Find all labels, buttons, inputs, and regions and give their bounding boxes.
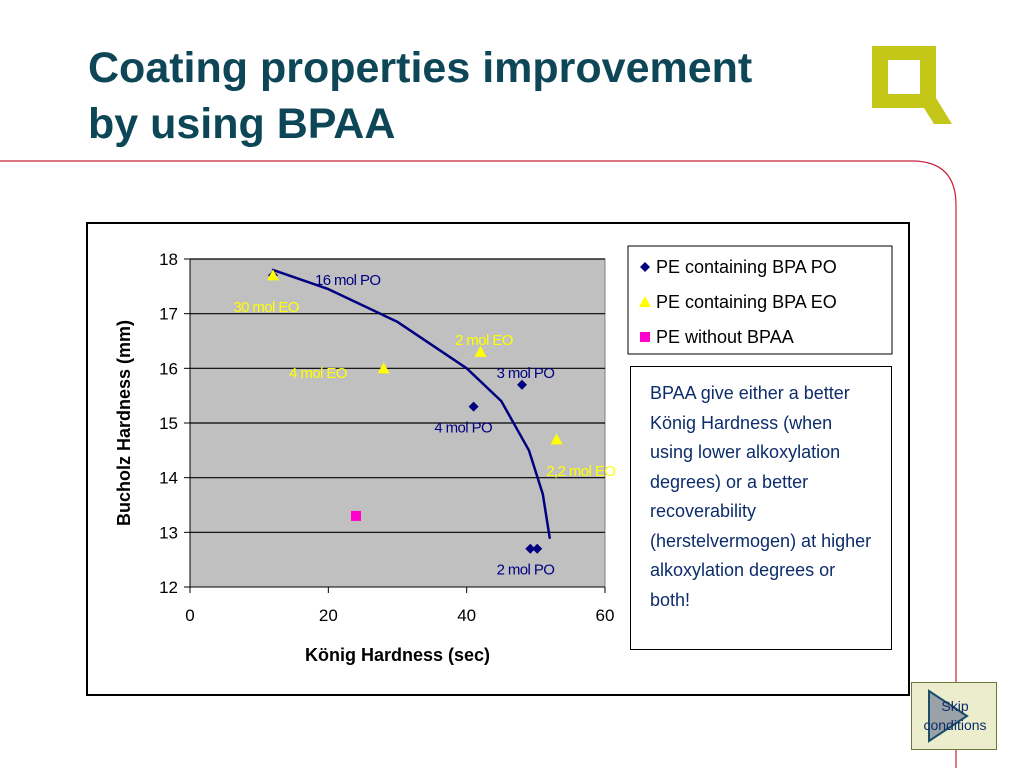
x-axis-label: König Hardness (sec) bbox=[305, 645, 490, 665]
legend-marker-2 bbox=[640, 332, 650, 342]
annotation-5: 4 mol PO bbox=[434, 419, 492, 436]
annotation-4: 3 mol PO bbox=[497, 365, 555, 382]
data-point-s1-2 bbox=[377, 362, 390, 374]
q-logo-shape bbox=[872, 46, 952, 124]
explanation-note: BPAA give either a better König Hardness… bbox=[630, 366, 892, 650]
skip-label-line-2: conditions bbox=[923, 717, 987, 733]
play-triangle-icon bbox=[928, 689, 969, 743]
y-tick-label-6: 18 bbox=[159, 250, 178, 269]
q-logo-icon bbox=[872, 46, 952, 124]
slide-title-line-2: by using BPAA bbox=[88, 100, 396, 148]
data-point-s1-0 bbox=[267, 269, 279, 281]
y-tick-label-2: 14 bbox=[159, 469, 178, 488]
y-tick-label-0: 12 bbox=[159, 578, 178, 597]
y-axis-label: Bucholz Hardness (mm) bbox=[114, 320, 134, 526]
annotation-7: 2 mol PO bbox=[497, 562, 555, 579]
legend-box bbox=[627, 245, 893, 355]
annotation-3: 4 mol EO bbox=[289, 365, 347, 382]
y-tick-label-3: 15 bbox=[159, 414, 178, 433]
slide-title: Coating properties improvement by using … bbox=[88, 40, 752, 152]
x-tick-label-2: 40 bbox=[457, 606, 476, 625]
data-point-s0-3 bbox=[525, 543, 536, 554]
y-tick-label-4: 16 bbox=[159, 359, 178, 378]
legend-label-2: PE without BPAA bbox=[656, 327, 794, 347]
data-point-s1-1 bbox=[474, 345, 487, 357]
data-point-s2-0 bbox=[351, 510, 361, 521]
annotation-6: 2,2 mol EO bbox=[546, 463, 615, 480]
slide-title-line-1: Coating properties improvement bbox=[88, 44, 753, 92]
data-point-s1-3 bbox=[550, 433, 563, 445]
annotation-0: 16 mol PO bbox=[315, 272, 380, 289]
legend-marker-0 bbox=[640, 262, 650, 272]
legend-label-1: PE containing BPA EO bbox=[656, 292, 837, 312]
x-tick-label-1: 20 bbox=[319, 606, 338, 625]
annotation-2: 2 mol EO bbox=[455, 332, 513, 349]
explanation-text: BPAA give either a better König Hardness… bbox=[650, 383, 872, 610]
data-point-s0-1 bbox=[517, 379, 527, 390]
data-point-s0-2 bbox=[468, 401, 479, 412]
chart-legend: PE containing BPA PO PE containing BPA EO… bbox=[627, 245, 893, 355]
skip-conditions-button[interactable]: Skip conditions bbox=[911, 682, 997, 750]
data-point-s0-4 bbox=[532, 543, 543, 554]
x-tick-label-3: 60 bbox=[596, 606, 615, 625]
legend-marker-1 bbox=[639, 296, 651, 307]
annotation-1: 30 mol EO bbox=[233, 299, 298, 316]
trend-curve bbox=[271, 268, 551, 540]
y-tick-label-5: 17 bbox=[159, 305, 178, 324]
scatter-chart: 12 13 14 15 16 17 18 0 20 40 60 König Hardness (sec… bbox=[114, 245, 893, 665]
x-tick-label-0: 0 bbox=[185, 606, 194, 625]
y-tick-label-1: 13 bbox=[159, 523, 178, 542]
skip-label-line-1: Skip bbox=[941, 698, 969, 714]
legend-label-0: PE containing BPA PO bbox=[656, 257, 837, 277]
